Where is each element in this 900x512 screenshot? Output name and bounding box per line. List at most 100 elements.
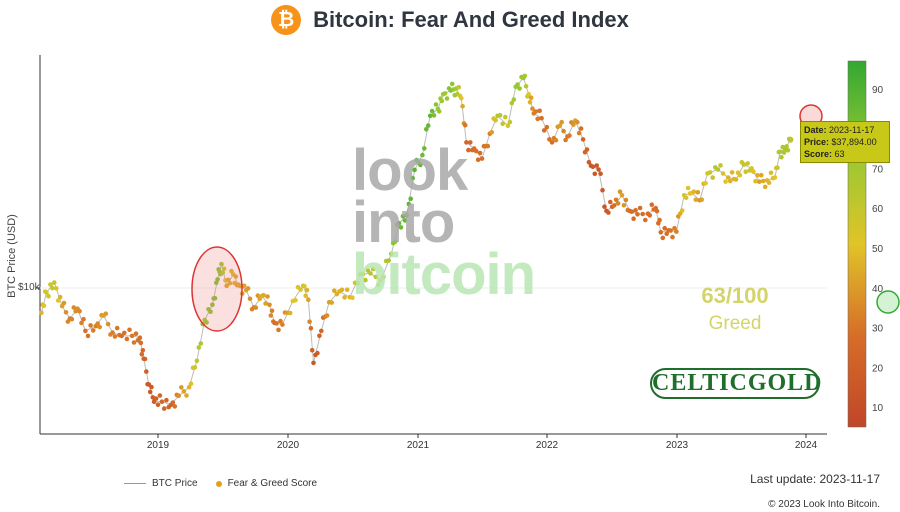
- colorbar-tick-label: 30: [872, 324, 884, 335]
- fear-greed-point: [683, 195, 689, 201]
- colorbar-tick-label: 90: [872, 85, 884, 96]
- fear-greed-point: [306, 297, 311, 303]
- colorbar-marker: [876, 290, 900, 314]
- fear-greed-point: [147, 389, 153, 395]
- chart-legend: BTC Price Fear & Greed Score: [124, 478, 317, 489]
- fear-greed-point: [600, 187, 605, 193]
- fear-greed-point: [88, 323, 93, 328]
- fear-greed-point: [768, 170, 774, 176]
- fear-greed-point: [462, 122, 468, 128]
- fear-greed-point: [105, 321, 111, 327]
- fear-greed-point: [718, 163, 723, 168]
- fear-greed-point: [186, 384, 192, 390]
- fear-greed-point: [475, 157, 481, 162]
- fear-greed-point: [329, 300, 335, 305]
- fear-greed-point: [404, 213, 410, 218]
- legend-label: Fear & Greed Score: [227, 478, 318, 489]
- fear-greed-point: [247, 296, 253, 302]
- fear-greed-point: [46, 293, 51, 299]
- fear-greed-point: [670, 234, 675, 240]
- fear-greed-point: [245, 286, 251, 291]
- fear-greed-point: [772, 175, 778, 180]
- fear-greed-point: [396, 220, 402, 226]
- x-tick-label: 2023: [666, 440, 689, 451]
- fear-greed-point: [261, 292, 266, 298]
- colorbar-tick-label: 60: [872, 204, 884, 215]
- fear-greed-point: [378, 278, 384, 283]
- fear-greed-point: [427, 113, 433, 119]
- fear-greed-point: [596, 167, 601, 172]
- fear-greed-point: [442, 91, 448, 96]
- fear-greed-point: [71, 305, 77, 310]
- fear-greed-point: [61, 300, 67, 306]
- watermark-line-1: look: [352, 138, 468, 203]
- fear-greed-point: [48, 282, 53, 287]
- fear-greed-point: [188, 381, 194, 387]
- fear-greed-point: [710, 175, 715, 180]
- fear-greed-point: [672, 225, 677, 231]
- fear-greed-point: [623, 197, 629, 203]
- fear-greed-point: [302, 283, 307, 289]
- fear-greed-point: [196, 345, 202, 350]
- fear-greed-point: [725, 175, 731, 180]
- fear-greed-point: [643, 217, 648, 223]
- fear-greed-point: [368, 271, 373, 276]
- fear-greed-point: [592, 171, 598, 177]
- fear-greed-point: [526, 92, 531, 97]
- fear-greed-point: [192, 365, 198, 370]
- fear-greed-point: [253, 305, 259, 310]
- legend-dot-icon: [215, 480, 222, 487]
- fear-greed-point: [594, 163, 599, 168]
- fear-greed-point: [539, 115, 544, 121]
- watermark-line-2: into: [352, 190, 455, 255]
- fear-greed-point: [535, 116, 540, 122]
- fear-greed-point: [584, 147, 590, 152]
- fear-greed-point: [723, 179, 728, 184]
- fear-greed-point: [77, 308, 82, 314]
- fear-greed-point: [129, 333, 135, 339]
- fear-greed-point: [307, 319, 312, 325]
- fear-greed-point: [138, 340, 144, 346]
- fear-greed-point: [679, 208, 685, 213]
- fear-greed-point: [389, 251, 394, 257]
- fear-greed-point: [760, 178, 766, 184]
- fear-greed-point: [241, 283, 247, 289]
- fear-greed-point: [629, 209, 634, 214]
- fear-greed-point: [436, 109, 442, 114]
- copyright: © 2023 Look Into Bitcoin.: [768, 499, 880, 510]
- fear-greed-point: [515, 82, 520, 87]
- fear-greed-point: [83, 328, 88, 334]
- fear-greed-point: [39, 310, 44, 316]
- fear-greed-point: [350, 295, 355, 301]
- fear-greed-point: [466, 147, 471, 153]
- fear-greed-point: [715, 167, 721, 172]
- fear-greed-point: [170, 400, 176, 405]
- fear-greed-point: [293, 298, 298, 303]
- fear-greed-point: [459, 96, 464, 101]
- legend-item-fear-greed[interactable]: Fear & Greed Score: [215, 478, 318, 489]
- fear-greed-point: [720, 171, 726, 176]
- fear-greed-point: [90, 328, 96, 333]
- fear-greed-point: [268, 313, 274, 318]
- fear-greed-point: [55, 298, 61, 303]
- fear-greed-point: [137, 335, 143, 341]
- fear-greed-point: [308, 326, 314, 331]
- fear-greed-point: [97, 324, 102, 330]
- fear-greed-point: [611, 203, 617, 208]
- fear-greed-point: [633, 208, 638, 213]
- fear-greed-point: [425, 123, 431, 128]
- fear-greed-point: [517, 86, 522, 91]
- fear-greed-point: [753, 178, 758, 184]
- fear-greed-point: [766, 180, 772, 185]
- fear-greed-point: [586, 159, 592, 165]
- celticgold-logo-text: CELTICGOLD: [650, 368, 822, 399]
- fear-greed-point: [505, 123, 511, 128]
- fear-greed-point: [741, 162, 747, 167]
- fear-greed-point: [127, 327, 132, 333]
- fear-greed-point: [527, 99, 533, 105]
- fear-greed-point: [317, 333, 322, 339]
- legend-item-btc-price[interactable]: BTC Price: [124, 478, 198, 489]
- fear-greed-point: [50, 285, 55, 291]
- fear-greed-point: [363, 277, 368, 283]
- fear-greed-point: [386, 258, 392, 263]
